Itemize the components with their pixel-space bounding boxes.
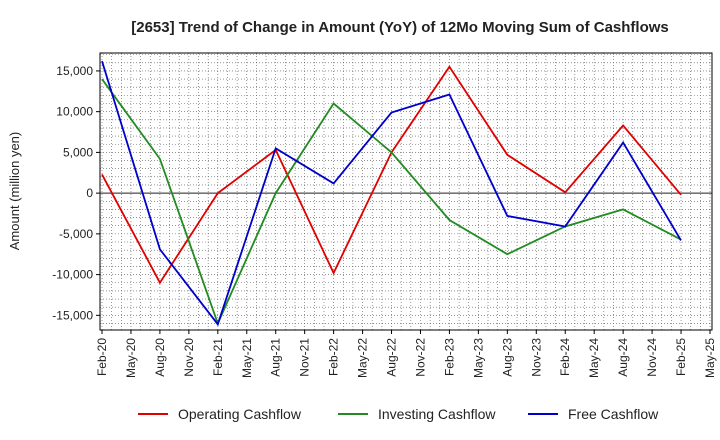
legend-label: Investing Cashflow <box>378 406 496 422</box>
grid-lines <box>100 53 712 330</box>
legend: Operating Cashflow Investing Cashflow Free… <box>138 406 659 422</box>
y-tick-label: -10,000 <box>52 268 93 282</box>
x-tick-label: Aug-21 <box>269 338 283 377</box>
y-tick-label: 15,000 <box>56 64 93 78</box>
y-axis-ticks: 15,000 10,000 5,000 0 -5,000 -10,000 -15,000 <box>52 64 100 322</box>
x-tick-label: Nov-23 <box>529 338 543 377</box>
y-tick-label: -15,000 <box>52 308 93 322</box>
series-line-free-cashflow <box>101 60 682 327</box>
x-tick-label: May-20 <box>124 338 138 378</box>
chart-title: [2653] Trend of Change in Amount (YoY) o… <box>131 19 669 36</box>
x-tick-label: Nov-21 <box>298 338 312 377</box>
x-tick-label: Feb-20 <box>95 338 109 376</box>
legend-label: Operating Cashflow <box>178 406 302 422</box>
x-tick-label: Aug-23 <box>500 338 514 377</box>
series-line-investing-cashflow <box>101 78 682 326</box>
x-tick-label: May-22 <box>356 338 370 378</box>
x-tick-label: Nov-24 <box>645 338 659 377</box>
y-tick-label: 10,000 <box>56 105 93 119</box>
y-tick-label: 5,000 <box>63 145 93 159</box>
x-tick-label: Feb-25 <box>674 338 688 376</box>
x-tick-label: Aug-24 <box>616 338 630 377</box>
x-tick-label: Feb-24 <box>558 338 572 376</box>
x-tick-label: May-24 <box>587 338 601 378</box>
x-axis-ticks: Feb-20 May-20 Aug-20 Nov-20 Feb-21 May-21 Aug-… <box>95 330 717 378</box>
y-tick-label: -5,000 <box>59 227 93 241</box>
x-tick-label: Feb-22 <box>327 338 341 376</box>
x-tick-label: Nov-20 <box>182 338 196 377</box>
plot-area <box>99 52 713 331</box>
y-tick-label: 0 <box>86 186 93 200</box>
x-tick-label: Feb-23 <box>442 338 456 376</box>
x-tick-label: May-25 <box>703 338 717 378</box>
x-tick-label: Nov-22 <box>413 338 427 377</box>
legend-label: Free Cashflow <box>568 406 659 422</box>
x-tick-label: Feb-21 <box>211 338 225 376</box>
x-tick-label: May-23 <box>471 338 485 378</box>
x-tick-label: May-21 <box>240 338 254 378</box>
x-tick-label: Aug-22 <box>385 338 399 377</box>
x-tick-label: Aug-20 <box>153 338 167 377</box>
series-lines <box>101 60 682 327</box>
y-axis-label: Amount (million yen) <box>7 132 22 251</box>
